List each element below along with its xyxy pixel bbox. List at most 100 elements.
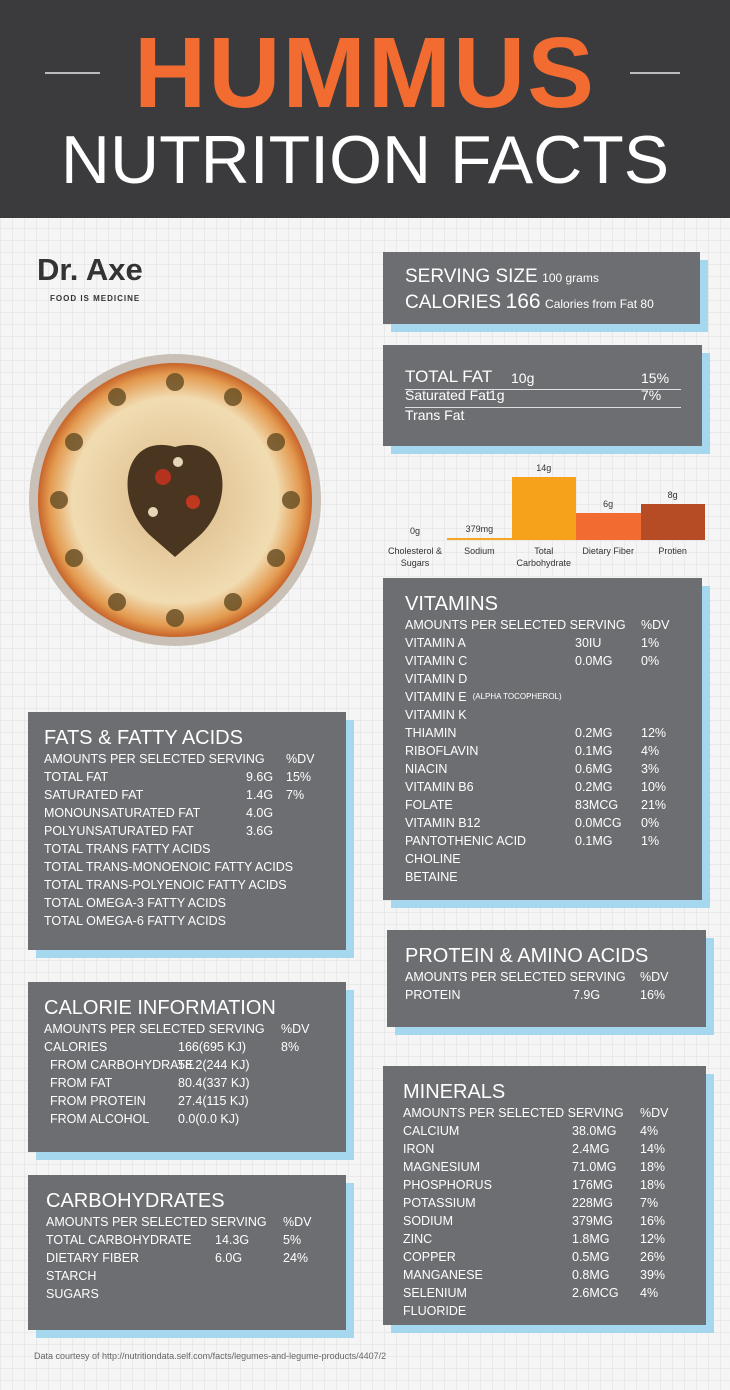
nutrient: PANTOTHENIC ACID xyxy=(405,834,527,848)
nutrient: SELENIUM xyxy=(403,1286,467,1300)
serving-panel: SERVING SIZE 100 grams CALORIES 166 Calo… xyxy=(383,252,700,324)
table-row: VITAMIN A 30IU 1% xyxy=(383,634,702,652)
amount: 2.4MG xyxy=(572,1142,610,1156)
amount: 2.6MCG xyxy=(572,1286,619,1300)
protein-panel: PROTEIN & AMINO ACIDS AMOUNTS PER SELECTE… xyxy=(387,930,706,1027)
amount: 71.0MG xyxy=(572,1160,617,1174)
calorie-panel: CALORIE INFORMATION AMOUNTS PER SELECTED … xyxy=(28,982,346,1152)
table-row: VITAMIN E (ALPHA TOCOPHEROL) xyxy=(383,688,702,706)
amount: 379MG xyxy=(572,1214,613,1228)
fats-panel: FATS & FATTY ACIDS AMOUNTS PER SELECTED S… xyxy=(28,712,346,950)
amount: 9.6G xyxy=(246,770,274,784)
table-row: FROM ALCOHOL 0.0(0.0 KJ) xyxy=(28,1110,346,1128)
table-row: FLUORIDE xyxy=(383,1302,706,1320)
nutrient: NIACIN xyxy=(405,762,448,776)
column-header: AMOUNTS PER SELECTED SERVING xyxy=(44,752,265,766)
table-row: FOLATE 83MCG 21% xyxy=(383,796,702,814)
nutrient: TOTAL CARBOHYDRATE xyxy=(46,1233,192,1247)
carbs-panel: CARBOHYDRATES AMOUNTS PER SELECTED SERVIN… xyxy=(28,1175,346,1330)
nutrient: THIAMIN xyxy=(405,726,457,740)
table-row: PROTEIN 7.9G 16% xyxy=(387,986,706,1004)
nutrient: MAGNESIUM xyxy=(403,1160,481,1174)
table-row: VITAMIN D xyxy=(383,670,702,688)
table-row: TOTAL TRANS-MONOENOIC FATTY ACIDS xyxy=(28,858,346,876)
panel-title: VITAMINS xyxy=(405,593,498,615)
table-row: POTASSIUM 228MG 7% xyxy=(383,1194,706,1212)
nutrient: TOTAL TRANS-MONOENOIC FATTY ACIDS xyxy=(44,860,294,874)
amount: 38.0MG xyxy=(572,1124,617,1138)
nutrient: TOTAL OMEGA-6 FATTY ACIDS xyxy=(44,914,226,928)
table-row: CHOLINE xyxy=(383,850,702,868)
dv: 4% xyxy=(640,1124,659,1138)
dv: 12% xyxy=(641,726,667,740)
column-header: AMOUNTS PER SELECTED SERVING xyxy=(405,618,626,632)
label: CALORIES xyxy=(405,292,502,313)
table-header: AMOUNTS PER SELECTED SERVING %DV xyxy=(387,968,706,986)
bar xyxy=(511,477,577,540)
bar-chart: 0g Cholesterol & Sugars 379mg Sodium 14g Tota… xyxy=(383,455,705,575)
column-header: %DV xyxy=(283,1215,312,1229)
dv: 1% xyxy=(641,636,660,650)
nutrient: FROM PROTEIN xyxy=(50,1094,146,1108)
dv: 14% xyxy=(640,1142,666,1156)
nutrient: DIETARY FIBER xyxy=(46,1251,140,1265)
table-header: AMOUNTS PER SELECTED SERVING %DV xyxy=(28,1213,346,1231)
table-row: VITAMIN K xyxy=(383,706,702,724)
dv: 10% xyxy=(641,780,667,794)
minerals-panel: MINERALS AMOUNTS PER SELECTED SERVING %DV C… xyxy=(383,1066,706,1325)
nutrient: TOTAL FAT xyxy=(405,367,493,386)
nutrient: VITAMIN C xyxy=(405,654,468,668)
table-row: MAGNESIUM 71.0MG 18% xyxy=(383,1158,706,1176)
amount: 80.4(337 KJ) xyxy=(178,1076,250,1090)
table-row: NIACIN 0.6MG 3% xyxy=(383,760,702,778)
amount: 0.0(0.0 KJ) xyxy=(178,1112,240,1126)
dv: 21% xyxy=(641,798,667,812)
dv: 18% xyxy=(640,1160,666,1174)
hummus-image xyxy=(29,354,321,646)
nutrient: Trans Fat xyxy=(405,407,465,423)
column-header: %DV xyxy=(281,1022,310,1036)
amount: 0.2MG xyxy=(575,726,613,740)
amount: 83MCG xyxy=(575,798,619,812)
amount: 0.1MG xyxy=(575,744,613,758)
vitamins-panel: VITAMINS AMOUNTS PER SELECTED SERVING %DV V… xyxy=(383,578,702,900)
table-row: TOTAL OMEGA-6 FATTY ACIDS xyxy=(28,912,346,930)
nutrient: PHOSPHORUS xyxy=(403,1178,492,1192)
amount: 7.9G xyxy=(573,988,601,1002)
panel-title: MINERALS xyxy=(403,1081,506,1103)
column-header: AMOUNTS PER SELECTED SERVING xyxy=(405,970,626,984)
nutrient: MONOUNSATURATED FAT xyxy=(44,806,201,820)
column-header: AMOUNTS PER SELECTED SERVING xyxy=(44,1022,265,1036)
dv: 0% xyxy=(641,816,660,830)
dv: 12% xyxy=(640,1232,666,1246)
table-row: COPPER 0.5MG 26% xyxy=(383,1248,706,1266)
table-row: CALCIUM 38.0MG 4% xyxy=(383,1122,706,1140)
nutrient: IRON xyxy=(403,1142,435,1156)
dv: 24% xyxy=(283,1251,309,1265)
table-header: AMOUNTS PER SELECTED SERVING %DV xyxy=(28,750,346,768)
panel-title: FATS & FATTY ACIDS xyxy=(44,727,243,749)
table-row: PHOSPHORUS 176MG 18% xyxy=(383,1176,706,1194)
panel-title: PROTEIN & AMINO ACIDS xyxy=(405,945,649,967)
dv: 5% xyxy=(283,1233,302,1247)
amount: 1.4G xyxy=(246,788,274,802)
nutrient: RIBOFLAVIN xyxy=(405,744,479,758)
table-row: PANTOTHENIC ACID 0.1MG 1% xyxy=(383,832,702,850)
amount: 6.0G xyxy=(215,1251,243,1265)
nutrient: FROM ALCOHOL xyxy=(50,1112,150,1126)
table-row: TOTAL CARBOHYDRATE 14.3G 5% xyxy=(28,1231,346,1249)
column-header: AMOUNTS PER SELECTED SERVING xyxy=(46,1215,267,1229)
table-row: VITAMIN B6 0.2MG 10% xyxy=(383,778,702,796)
column-header: %DV xyxy=(641,618,670,632)
total-fat-panel: TOTAL FAT 10g 15% Saturated Fat 1g 7% Trans Fa… xyxy=(383,345,702,446)
category-label: Sodium xyxy=(464,546,495,556)
amount: 166(695 KJ) xyxy=(178,1040,247,1054)
nutrient: TOTAL TRANS FATTY ACIDS xyxy=(44,842,211,856)
amount: 14.3G xyxy=(215,1233,250,1247)
bar xyxy=(640,504,705,540)
dv: 0% xyxy=(641,654,660,668)
value-label: 14g xyxy=(536,463,552,473)
nutrient: STARCH xyxy=(46,1269,97,1283)
dv: 7% xyxy=(286,788,305,802)
